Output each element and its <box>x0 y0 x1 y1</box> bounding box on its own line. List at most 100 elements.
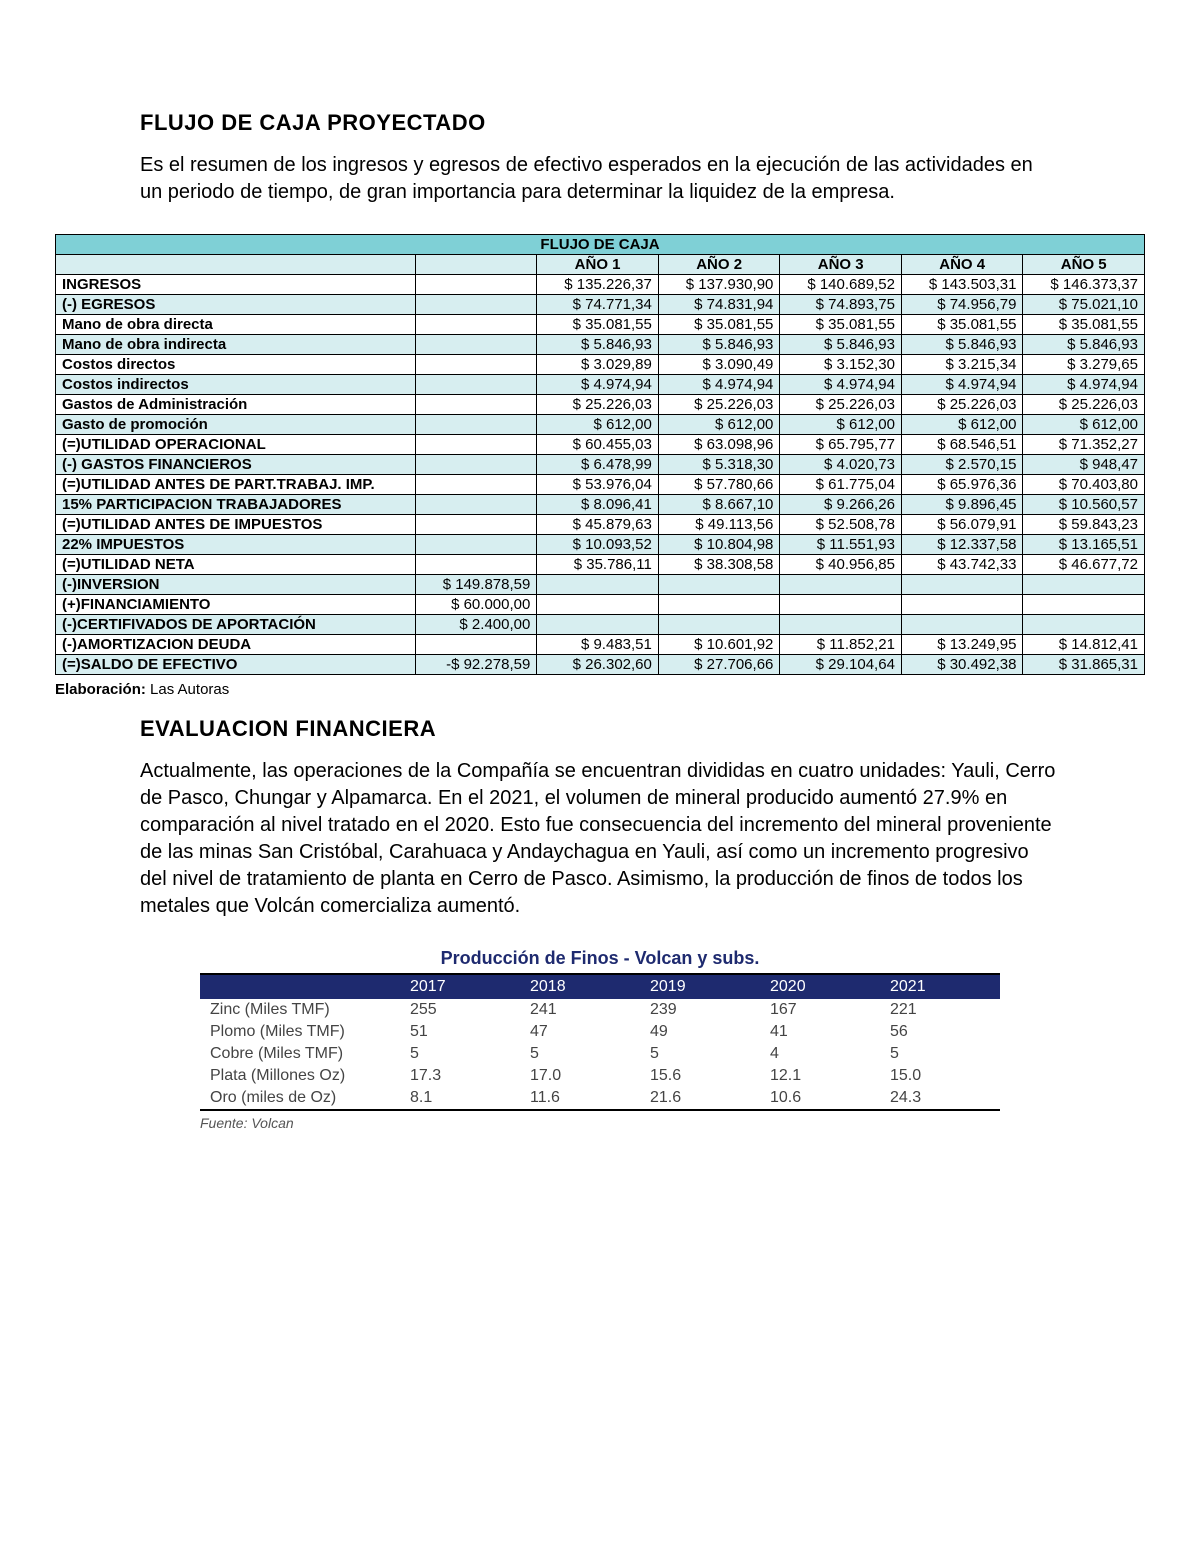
prod-cell: 255 <box>400 999 520 1021</box>
cashflow-cell: $ 948,47 <box>1023 455 1145 475</box>
cashflow-cell: $ 74.831,94 <box>658 295 780 315</box>
cashflow-cell <box>780 575 902 595</box>
cashflow-cell: $ 35.081,55 <box>537 315 659 335</box>
cashflow-cell: $ 11.852,21 <box>780 635 902 655</box>
cashflow-header-cell: AÑO 4 <box>901 255 1023 275</box>
prod-cell: 21.6 <box>640 1087 760 1110</box>
cashflow-cell <box>658 595 780 615</box>
prod-cell: 239 <box>640 999 760 1021</box>
cashflow-cell: $ 149.878,59 <box>415 575 537 595</box>
cashflow-cell: $ 612,00 <box>780 415 902 435</box>
prod-header-year: 2017 <box>400 974 520 999</box>
prod-cell: 8.1 <box>400 1087 520 1110</box>
cashflow-cell: $ 5.318,30 <box>658 455 780 475</box>
cashflow-cell <box>780 615 902 635</box>
cashflow-cell: $ 612,00 <box>537 415 659 435</box>
cashflow-cell <box>415 295 537 315</box>
cashflow-cell <box>415 555 537 575</box>
cashflow-row-label: Mano de obra indirecta <box>56 335 416 355</box>
cashflow-cell: $ 140.689,52 <box>780 275 902 295</box>
cashflow-cell: $ 4.974,94 <box>658 375 780 395</box>
cashflow-cell: $ 56.079,91 <box>901 515 1023 535</box>
cashflow-cell <box>658 575 780 595</box>
cashflow-cell: $ 3.029,89 <box>537 355 659 375</box>
cashflow-cell: $ 25.226,03 <box>658 395 780 415</box>
prod-cell: 11.6 <box>520 1087 640 1110</box>
cashflow-cell: $ 75.021,10 <box>1023 295 1145 315</box>
cashflow-cell: $ 74.893,75 <box>780 295 902 315</box>
prod-cell: 49 <box>640 1021 760 1043</box>
cashflow-cell: $ 52.508,78 <box>780 515 902 535</box>
cashflow-cell: $ 74.956,79 <box>901 295 1023 315</box>
cashflow-cell <box>415 435 537 455</box>
production-source: Fuente: Volcan <box>200 1115 1000 1131</box>
cashflow-cell: $ 3.279,65 <box>1023 355 1145 375</box>
cashflow-row-label: 22% IMPUESTOS <box>56 535 416 555</box>
prod-cell: 15.6 <box>640 1065 760 1087</box>
prod-cell: 17.0 <box>520 1065 640 1087</box>
cashflow-cell: $ 35.081,55 <box>1023 315 1145 335</box>
prod-cell: 10.6 <box>760 1087 880 1110</box>
cashflow-cell <box>901 595 1023 615</box>
cashflow-table: FLUJO DE CAJAAÑO 1AÑO 2AÑO 3AÑO 4AÑO 5IN… <box>55 234 1145 675</box>
cashflow-cell: $ 146.373,37 <box>1023 275 1145 295</box>
cashflow-cell: $ 11.551,93 <box>780 535 902 555</box>
cashflow-cell: $ 5.846,93 <box>658 335 780 355</box>
cashflow-cell <box>537 595 659 615</box>
prod-cell: 51 <box>400 1021 520 1043</box>
prod-cell: 167 <box>760 999 880 1021</box>
cashflow-cell <box>1023 575 1145 595</box>
prod-cell: 17.3 <box>400 1065 520 1087</box>
cashflow-header-cell: AÑO 3 <box>780 255 902 275</box>
cashflow-cell: $ 2.570,15 <box>901 455 1023 475</box>
cashflow-cell: $ 35.081,55 <box>901 315 1023 335</box>
cashflow-cell: $ 70.403,80 <box>1023 475 1145 495</box>
cashflow-cell <box>901 615 1023 635</box>
cashflow-cell: $ 59.843,23 <box>1023 515 1145 535</box>
prod-cell: 47 <box>520 1021 640 1043</box>
cashflow-cell: $ 14.812,41 <box>1023 635 1145 655</box>
section1-body: Es el resumen de los ingresos y egresos … <box>140 152 1060 206</box>
cashflow-cell <box>415 395 537 415</box>
cashflow-cell <box>780 595 902 615</box>
cashflow-cell: $ 26.302,60 <box>537 655 659 675</box>
prod-cell: 56 <box>880 1021 1000 1043</box>
cashflow-row-label: (-) GASTOS FINANCIEROS <box>56 455 416 475</box>
cashflow-cell <box>537 615 659 635</box>
cashflow-row-label: (=)UTILIDAD ANTES DE PART.TRABAJ. IMP. <box>56 475 416 495</box>
cashflow-header-cell: AÑO 2 <box>658 255 780 275</box>
cashflow-cell: $ 63.098,96 <box>658 435 780 455</box>
cashflow-header-cell <box>56 255 416 275</box>
cashflow-cell: $ 60.000,00 <box>415 595 537 615</box>
cashflow-header-cell: AÑO 1 <box>537 255 659 275</box>
cashflow-row-label: (-)AMORTIZACION DEUDA <box>56 635 416 655</box>
cashflow-row-label: (=)UTILIDAD OPERACIONAL <box>56 435 416 455</box>
cashflow-cell: $ 35.081,55 <box>658 315 780 335</box>
elaboration-note: Elaboración: Las Autoras <box>55 681 1060 698</box>
cashflow-cell <box>1023 615 1145 635</box>
cashflow-cell: $ 45.879,63 <box>537 515 659 535</box>
cashflow-cell: $ 25.226,03 <box>1023 395 1145 415</box>
section1-title: FLUJO DE CAJA PROYECTADO <box>140 110 1060 136</box>
cashflow-cell: $ 12.337,58 <box>901 535 1023 555</box>
cashflow-cell: $ 10.560,57 <box>1023 495 1145 515</box>
cashflow-header-cell <box>415 255 537 275</box>
cashflow-table-container: FLUJO DE CAJAAÑO 1AÑO 2AÑO 3AÑO 4AÑO 5IN… <box>55 234 1145 675</box>
cashflow-cell: $ 30.492,38 <box>901 655 1023 675</box>
cashflow-cell <box>415 535 537 555</box>
cashflow-cell <box>415 635 537 655</box>
cashflow-cell <box>415 315 537 335</box>
cashflow-cell: $ 9.896,45 <box>901 495 1023 515</box>
cashflow-cell <box>415 415 537 435</box>
cashflow-cell <box>415 335 537 355</box>
cashflow-cell: $ 25.226,03 <box>780 395 902 415</box>
cashflow-row-label: Mano de obra directa <box>56 315 416 335</box>
cashflow-row-label: (=)UTILIDAD NETA <box>56 555 416 575</box>
cashflow-cell: $ 74.771,34 <box>537 295 659 315</box>
cashflow-row-label: Gasto de promoción <box>56 415 416 435</box>
cashflow-cell <box>415 455 537 475</box>
prod-cell: 241 <box>520 999 640 1021</box>
cashflow-cell: $ 40.956,85 <box>780 555 902 575</box>
cashflow-cell: $ 10.093,52 <box>537 535 659 555</box>
production-title: Producción de Finos - Volcan y subs. <box>200 948 1000 969</box>
